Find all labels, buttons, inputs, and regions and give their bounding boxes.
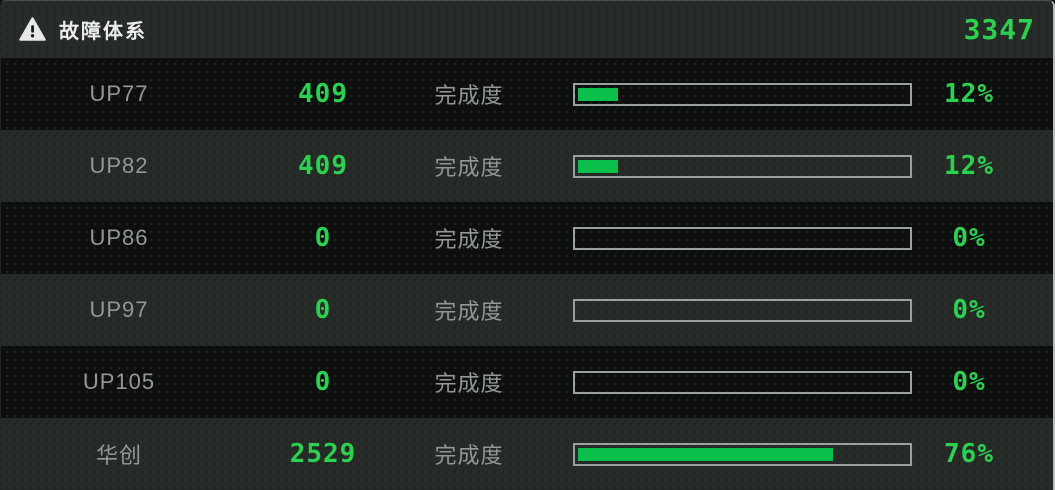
row-value: 409: [298, 151, 348, 181]
progress-label: 完成度: [434, 299, 504, 324]
table-row: UP82 409 完成度 12%: [1, 130, 1053, 202]
progress-bar-cell: [529, 370, 912, 394]
progress-bar: [573, 370, 912, 394]
progress-bar: [573, 298, 912, 322]
progress-bar-cell: [529, 442, 912, 466]
progress-bar-cell: [529, 82, 912, 106]
progress-percent: 12%: [944, 79, 994, 109]
row-name: UP105: [82, 369, 156, 394]
panel-header: 故障体系 3347: [1, 1, 1053, 58]
progress-percent: 0%: [952, 367, 986, 397]
progress-bar-fill: [578, 447, 833, 461]
progress-bar: [573, 442, 912, 466]
progress-label: 完成度: [434, 83, 504, 108]
row-value: 0: [314, 223, 332, 253]
progress-percent: 0%: [952, 295, 986, 325]
panel-title: 故障体系: [59, 21, 147, 43]
row-name: UP77: [89, 81, 149, 106]
row-value: 0: [314, 367, 332, 397]
table-row: 华创 2529 完成度 76%: [1, 418, 1053, 490]
progress-percent: 76%: [944, 439, 994, 469]
panel-total-value: 3347: [963, 13, 1035, 46]
table-row: UP105 0 完成度 0%: [1, 346, 1053, 418]
table-row: UP97 0 完成度 0%: [1, 274, 1053, 346]
progress-bar-fill: [578, 159, 619, 173]
progress-label: 完成度: [434, 155, 504, 180]
row-value: 409: [298, 79, 348, 109]
progress-bar-fill: [578, 87, 619, 101]
row-name: UP86: [89, 225, 149, 250]
progress-bar-cell: [529, 154, 912, 178]
progress-bar: [573, 82, 912, 106]
row-name: 华创: [95, 443, 142, 468]
table-row: UP86 0 完成度 0%: [1, 202, 1053, 274]
progress-label: 完成度: [434, 371, 504, 396]
row-name: UP97: [89, 297, 149, 322]
row-value: 0: [314, 295, 332, 325]
progress-percent: 0%: [952, 223, 986, 253]
progress-label: 完成度: [434, 443, 504, 468]
row-name: UP82: [89, 153, 149, 178]
progress-percent: 12%: [944, 151, 994, 181]
progress-label: 完成度: [434, 227, 504, 252]
progress-bar-cell: [529, 226, 912, 250]
progress-bar: [573, 226, 912, 250]
warning-triangle-icon: [19, 17, 46, 41]
rows-container: UP77 409 完成度 12% UP82 409 完成度 12% UP86 0…: [1, 58, 1053, 490]
progress-bar: [573, 154, 912, 178]
row-value: 2529: [289, 439, 357, 469]
table-row: UP77 409 完成度 12%: [1, 58, 1053, 130]
progress-bar-cell: [529, 298, 912, 322]
